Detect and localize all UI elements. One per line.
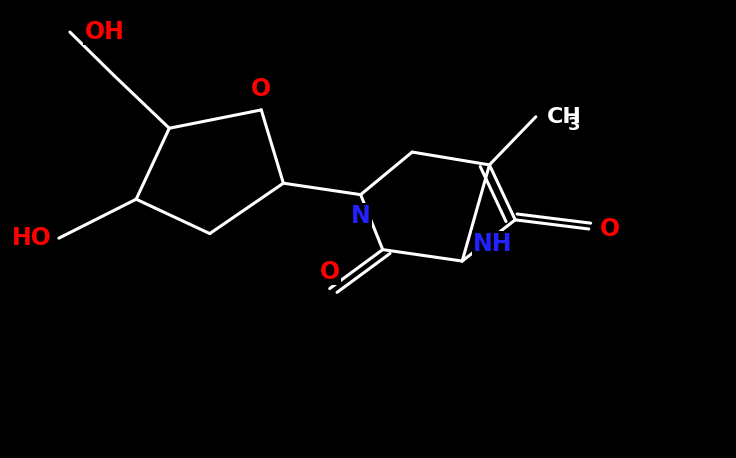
Text: CH: CH bbox=[547, 107, 581, 127]
Text: NH: NH bbox=[473, 233, 513, 256]
Text: HO: HO bbox=[12, 226, 52, 250]
Text: O: O bbox=[600, 217, 620, 241]
Text: 3: 3 bbox=[567, 116, 580, 134]
Text: O: O bbox=[251, 77, 272, 101]
Text: OH: OH bbox=[85, 20, 124, 44]
Text: N: N bbox=[351, 204, 370, 228]
Text: O: O bbox=[319, 260, 340, 284]
